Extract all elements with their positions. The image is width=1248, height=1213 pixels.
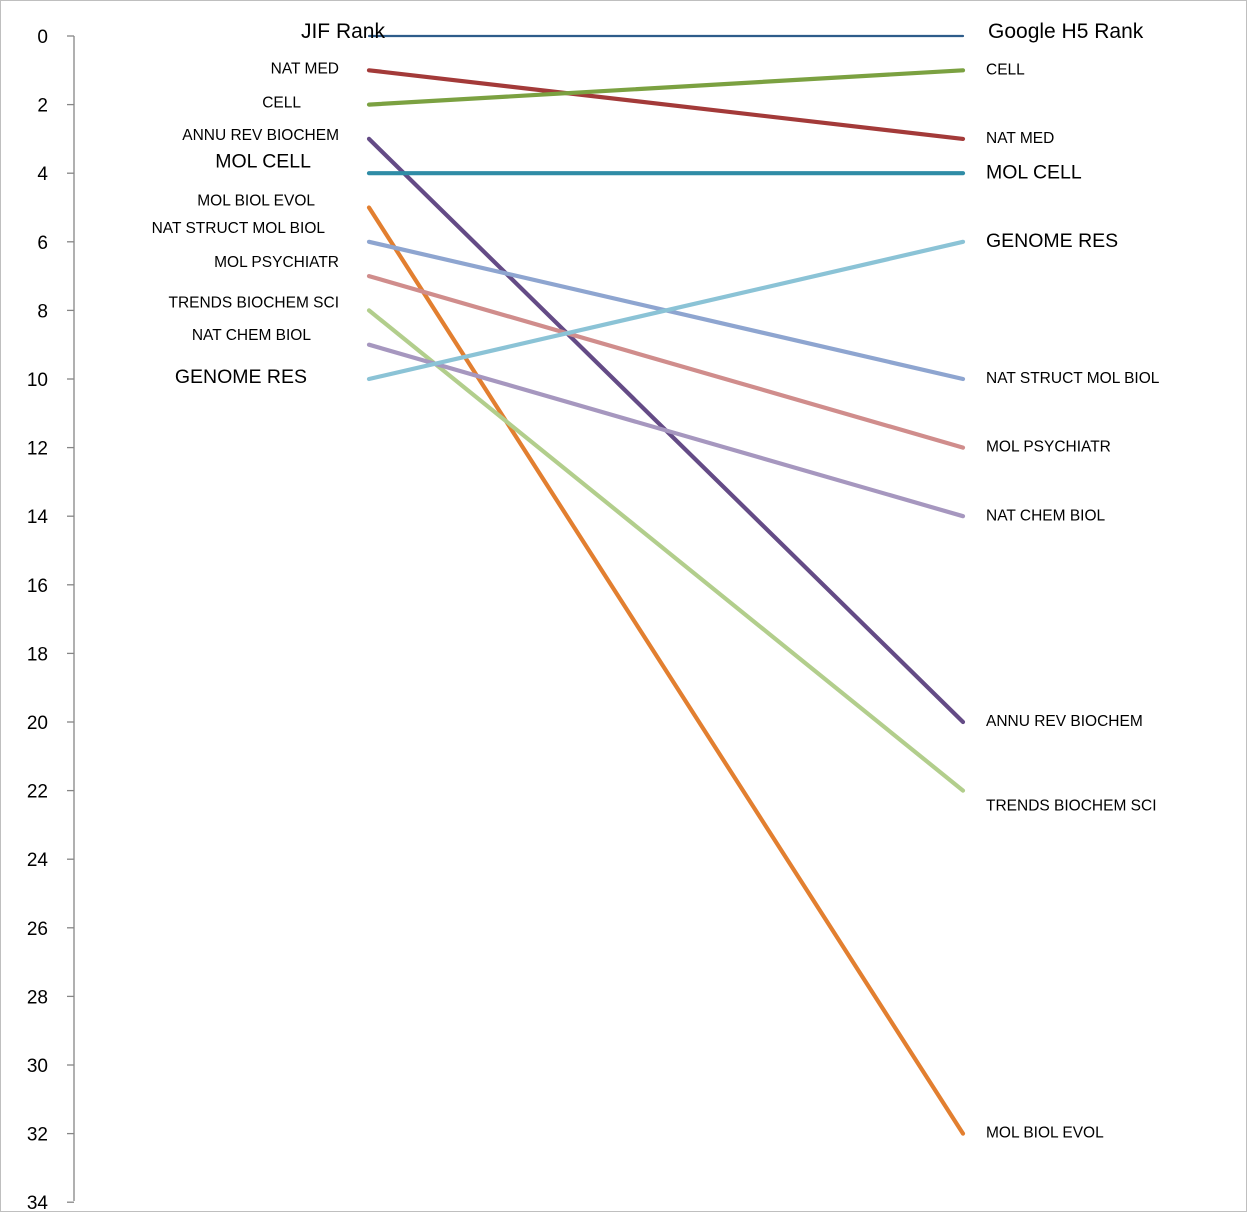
y-tick-label: 28 — [27, 987, 48, 1008]
series-lines — [366, 34, 966, 1136]
label-left-jif-rank-google-h5-rank: JIF Rank — [301, 20, 386, 43]
y-tick-label: 34 — [27, 1193, 49, 1213]
label-right-mol-biol-evol: MOL BIOL EVOL — [986, 1125, 1104, 1142]
series-line-nat-chem-biol — [366, 342, 966, 519]
label-left-annu-rev-biochem: ANNU REV BIOCHEM — [182, 127, 339, 144]
y-tick-label: 32 — [27, 1125, 48, 1146]
y-tick-label: 0 — [37, 27, 48, 48]
label-right-nat-struct-mol-biol: NAT STRUCT MOL BIOL — [986, 370, 1160, 387]
label-left-trends-biochem-sci: TRENDS BIOCHEM SCI — [168, 294, 339, 311]
y-tick-label: 2 — [37, 96, 48, 117]
y-tick-label: 10 — [27, 370, 48, 391]
label-left-mol-cell: MOL CELL — [215, 150, 311, 172]
label-left-nat-chem-biol: NAT CHEM BIOL — [192, 327, 312, 344]
y-tick-label: 6 — [37, 233, 48, 254]
label-left-genome-res: GENOME RES — [175, 366, 307, 388]
label-right-nat-med: NAT MED — [986, 130, 1054, 147]
label-left-nat-struct-mol-biol: NAT STRUCT MOL BIOL — [152, 220, 326, 237]
y-tick-label: 12 — [27, 439, 48, 460]
series-line-cell — [366, 68, 966, 107]
label-right-mol-cell: MOL CELL — [986, 161, 1082, 183]
label-right-trends-biochem-sci: TRENDS BIOCHEM SCI — [986, 798, 1157, 815]
label-right-jif-rank-google-h5-rank: Google H5 Rank — [988, 20, 1144, 43]
label-left-mol-psychiatr: MOL PSYCHIATR — [214, 254, 339, 271]
label-left-cell: CELL — [262, 95, 301, 112]
y-tick-label: 4 — [37, 164, 48, 185]
label-left-mol-biol-evol: MOL BIOL EVOL — [197, 193, 315, 210]
y-tick-label: 18 — [27, 644, 48, 665]
label-left-nat-med: NAT MED — [271, 60, 339, 77]
series-line-trends-biochem-sci — [366, 308, 966, 793]
label-right-mol-psychiatr: MOL PSYCHIATR — [986, 439, 1111, 456]
y-tick-label: 26 — [27, 919, 48, 940]
label-right-genome-res: GENOME RES — [986, 230, 1118, 252]
y-tick-label: 8 — [37, 301, 48, 322]
series-line-mol-biol-evol — [366, 205, 966, 1136]
series-line-genome-res — [366, 239, 966, 382]
label-right-cell: CELL — [986, 61, 1025, 78]
y-tick-label: 30 — [27, 1056, 48, 1077]
y-tick-label: 24 — [27, 850, 49, 871]
y-tick-label: 20 — [27, 713, 48, 734]
label-right-annu-rev-biochem: ANNU REV BIOCHEM — [986, 713, 1143, 730]
y-tick-label: 22 — [27, 782, 48, 803]
y-tick-label: 16 — [27, 576, 48, 597]
series-line-mol-psychiatr — [366, 274, 966, 450]
series-line-nat-med — [366, 68, 966, 141]
series-labels: JIF Rank Google H5 Rank NAT MED NAT MED CELL… — [152, 20, 1160, 1142]
y-tick-label: 14 — [27, 507, 49, 528]
label-right-nat-chem-biol: NAT CHEM BIOL — [986, 507, 1106, 524]
